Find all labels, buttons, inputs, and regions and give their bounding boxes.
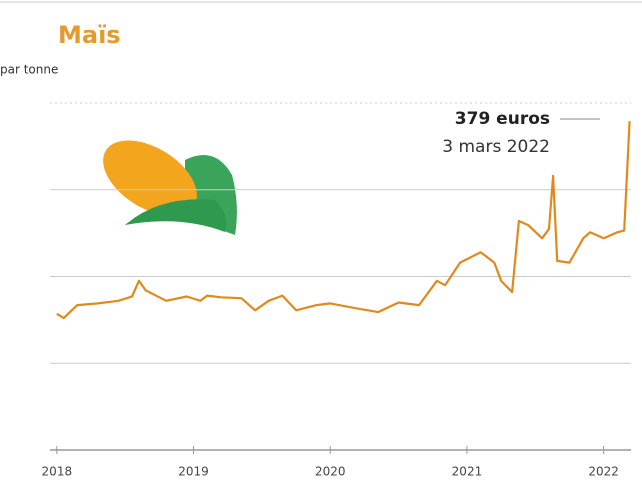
x-tick-label: 2021 xyxy=(452,465,483,479)
annotation-value: 379 euros xyxy=(455,109,550,129)
annotation-date: 3 mars 2022 xyxy=(442,137,550,157)
chart-title: Maïs xyxy=(58,21,121,49)
chart-subtitle: par tonne xyxy=(0,63,58,77)
x-tick-label: 2022 xyxy=(588,465,619,479)
corn-icon xyxy=(103,140,237,235)
x-tick-label: 2020 xyxy=(315,465,346,479)
line-series xyxy=(56,121,631,320)
x-tick-label: 2018 xyxy=(42,465,73,479)
x-tick-label: 2019 xyxy=(178,465,209,479)
